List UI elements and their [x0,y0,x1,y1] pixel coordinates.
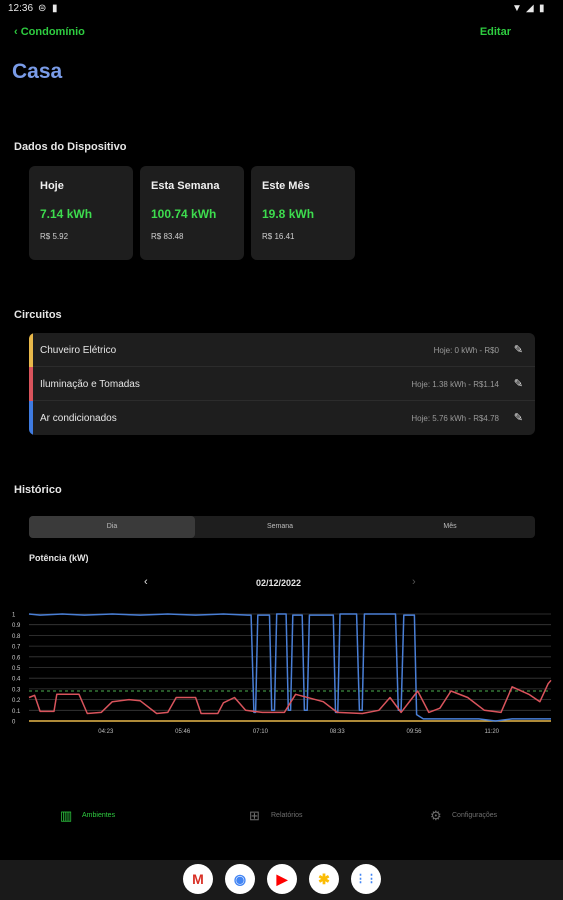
building-icon: ▥ [60,808,73,823]
tab-week[interactable]: Semana [266,523,294,530]
x-tick-label: 07:10 [253,729,269,735]
month-card: Este Mês 19.8 kWh R$ 16.41 [251,166,355,260]
app-drawer-icon[interactable]: ⋮⋮ [351,864,381,894]
nav-label: Relatórios [271,812,303,819]
nav-label: Configurações [452,812,498,819]
back-label: Condomínio [20,26,85,38]
status-bar: 12:36 ⊜ ▮ ▼ ◢ ▮ [0,0,563,18]
x-tick-label: 08:33 [330,729,346,735]
edit-pencil-icon[interactable]: ✎ [513,378,523,390]
y-tick-label: 0.7 [12,645,21,651]
y-tick-label: 0.8 [12,634,21,640]
circuit-row[interactable]: Ar condicionados Hoje: 5.76 kWh - R$4.78… [29,401,535,435]
back-button[interactable]: ‹ Condomínio [14,26,85,38]
report-icon: ⊞ [249,808,260,823]
y-tick-label: 0.5 [12,666,21,672]
edit-pencil-icon[interactable]: ✎ [513,344,523,356]
app-dock: M ◉ ▶ ✱ ⋮⋮ [0,860,563,900]
circuit-name: Ar condicionados [40,413,117,424]
nav-relatorios[interactable]: ⊞ Relatórios [249,808,319,830]
card-kwh: 7.14 kWh [40,207,93,221]
tab-month[interactable]: Mês [443,523,457,530]
chrome-icon[interactable]: ◉ [225,864,255,894]
circuit-name: Iluminação e Tomadas [40,379,140,390]
y-tick-label: 0.3 [12,687,21,693]
tab-day[interactable]: Dia [29,516,195,538]
x-tick-label: 05:46 [175,729,191,735]
y-tick-label: 0.2 [12,698,21,704]
card-title: Hoje [40,180,64,192]
signal-icon: ◢ [526,3,534,14]
card-title: Esta Semana [151,180,220,192]
circuit-row[interactable]: Iluminação e Tomadas Hoje: 1.38 kWh - R$… [29,367,535,401]
series-line-1 [28,613,551,722]
today-card: Hoje 7.14 kWh R$ 5.92 [29,166,133,260]
card-kwh: 19.8 kWh [262,207,315,221]
y-tick-label: 0.1 [12,709,21,715]
x-tick-label: 11:20 [484,729,499,735]
youtube-icon[interactable]: ▶ [267,864,297,894]
bottom-navigation: ▥ Ambientes ⊞ Relatórios ⚙ Configurações [0,808,563,830]
status-time: 12:36 [8,3,34,14]
card-cost: R$ 5.92 [40,232,69,241]
chevron-left-icon[interactable]: ‹ [144,576,148,588]
y-tick-label: 0.9 [12,623,21,629]
divider [33,366,535,367]
circuit-color-bar [29,367,33,401]
photos-icon[interactable]: ✱ [309,864,339,894]
circuit-value: Hoje: 5.76 kWh - R$4.78 [411,414,499,423]
card-cost: R$ 16.41 [262,232,295,241]
sim-icon: ▮ [52,3,58,14]
chevron-left-icon: ‹ [14,26,18,38]
edit-pencil-icon[interactable]: ✎ [513,412,523,424]
divider [33,400,535,401]
nav-configuracoes[interactable]: ⚙ Configurações [430,808,510,830]
power-chart: 0 0.1 0.2 0.3 0.4 0.5 0.6 0.7 0.8 0.9 1 04:23 05:46… [12,613,552,735]
circuit-color-bar [29,401,33,435]
gmail-icon[interactable]: M [183,864,213,894]
series-line-2 [28,679,552,715]
circuits-list: Chuveiro Elétrico Hoje: 0 kWh - R$0 ✎ Il… [29,333,535,435]
x-tick-label: 04:23 [98,729,114,735]
x-tick-label: 09:56 [406,729,422,735]
page-title: Casa [12,60,63,83]
gear-icon: ⚙ [430,808,442,823]
y-tick-label: 0.6 [12,655,21,661]
week-card: Esta Semana 100.74 kWh R$ 83.48 [140,166,244,260]
top-app-bar: ‹ Condomínio Editar [0,18,563,46]
chevron-right-icon[interactable]: › [412,576,416,588]
y-tick-label: 0.4 [12,677,21,683]
period-segmented-control: Dia Semana Mês [29,516,535,538]
y-tick-label: 0 [12,720,16,726]
device-data-heading: Dados do Dispositivo [14,141,127,153]
battery-icon: ▮ [539,3,545,14]
sync-icon: ⊜ [38,3,47,14]
circuit-row[interactable]: Chuveiro Elétrico Hoje: 0 kWh - R$0 ✎ [29,333,535,367]
power-axis-label: Potência (kW) [29,553,89,563]
nav-label: Ambientes [82,812,116,819]
history-heading: Histórico [14,484,62,496]
circuit-name: Chuveiro Elétrico [40,345,117,356]
wifi-icon: ▼ [512,3,522,14]
y-tick-label: 1 [12,613,16,619]
chart-date: 02/12/2022 [256,578,302,588]
circuits-heading: Circuitos [14,309,62,321]
card-kwh: 100.74 kWh [151,207,217,221]
circuit-value: Hoje: 0 kWh - R$0 [433,346,499,355]
nav-ambientes[interactable]: ▥ Ambientes [60,808,130,830]
edit-button[interactable]: Editar [479,26,511,38]
card-title: Este Mês [262,180,310,192]
circuit-color-bar [29,333,33,367]
card-cost: R$ 83.48 [151,232,184,241]
circuit-value: Hoje: 1.38 kWh - R$1.14 [411,380,499,389]
